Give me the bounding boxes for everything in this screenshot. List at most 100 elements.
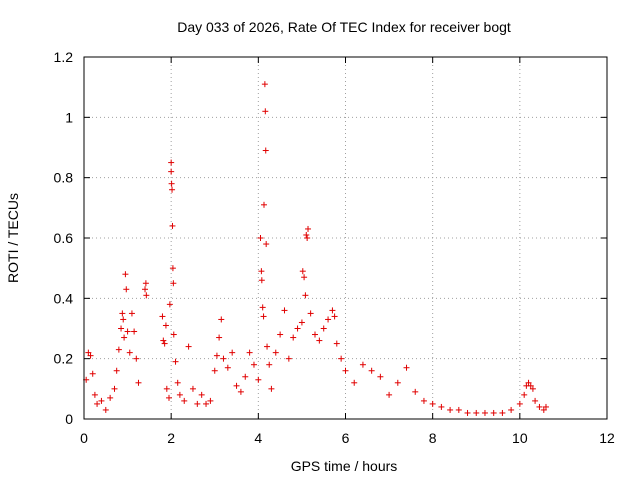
data-point	[260, 201, 267, 208]
data-point	[98, 397, 105, 404]
data-point	[168, 168, 175, 175]
data-point	[261, 81, 268, 88]
data-point	[527, 382, 534, 389]
data-point	[529, 385, 536, 392]
data-point	[237, 388, 244, 395]
data-point	[281, 307, 288, 314]
data-point	[516, 400, 523, 407]
data-point	[394, 379, 401, 386]
data-point	[473, 409, 480, 416]
data-point	[412, 388, 419, 395]
data-point	[120, 316, 127, 323]
data-point	[302, 292, 309, 299]
data-point	[189, 385, 196, 392]
data-point	[211, 367, 218, 374]
y-tick-label: 0	[65, 411, 73, 427]
data-point	[499, 409, 506, 416]
data-point	[481, 409, 488, 416]
data-point	[168, 180, 175, 187]
data-point	[290, 334, 297, 341]
data-point	[194, 400, 201, 407]
data-point	[229, 349, 236, 356]
data-point	[124, 328, 131, 335]
data-point	[115, 346, 122, 353]
data-point	[540, 406, 547, 413]
data-point	[121, 334, 128, 341]
data-point	[258, 277, 265, 284]
data-point	[107, 394, 114, 401]
data-point	[521, 391, 528, 398]
data-point	[224, 364, 231, 371]
data-point	[299, 268, 306, 275]
data-point	[257, 235, 264, 241]
data-point	[160, 337, 167, 344]
chart-title: Day 033 of 2026, Rate Of TEC Index for r…	[177, 19, 511, 35]
data-point	[203, 400, 210, 407]
data-point	[170, 331, 177, 338]
data-point	[301, 274, 308, 281]
data-point	[113, 367, 120, 374]
data-point	[305, 225, 312, 232]
data-point	[181, 397, 188, 404]
x-tick-label: 10	[512, 430, 528, 446]
data-point	[368, 367, 375, 374]
x-tick-label: 6	[342, 430, 350, 446]
data-point	[268, 385, 275, 392]
x-tick-label: 12	[599, 430, 615, 446]
y-tick-label: 1.2	[54, 49, 74, 65]
data-point	[142, 280, 149, 287]
data-point	[294, 325, 301, 332]
data-point	[262, 147, 269, 154]
data-point	[233, 382, 240, 389]
data-point	[85, 349, 92, 356]
data-point	[386, 391, 393, 398]
data-points	[83, 81, 549, 416]
data-point	[169, 222, 176, 229]
data-point	[142, 286, 149, 293]
x-tick-label: 4	[254, 430, 262, 446]
data-point	[133, 355, 140, 362]
data-point	[165, 394, 172, 401]
data-point	[111, 385, 118, 392]
plot-frame	[83, 56, 608, 420]
data-point	[420, 397, 427, 404]
x-tick-label: 0	[80, 430, 88, 446]
data-point	[377, 373, 384, 380]
y-tick-label: 0.8	[54, 170, 74, 186]
data-point	[255, 376, 262, 383]
data-point	[260, 313, 267, 320]
data-point	[169, 186, 176, 193]
data-point	[135, 379, 142, 386]
data-point	[536, 403, 543, 410]
data-point	[242, 373, 249, 380]
data-point	[91, 391, 98, 398]
data-point	[126, 349, 133, 356]
data-point	[525, 379, 532, 386]
data-point	[102, 406, 109, 413]
data-point	[172, 358, 179, 365]
data-point	[123, 286, 130, 293]
data-point	[169, 265, 176, 272]
data-point	[532, 397, 539, 404]
data-point	[259, 304, 266, 311]
data-point	[170, 280, 177, 287]
data-point	[438, 403, 445, 410]
data-point	[307, 310, 314, 317]
data-point	[122, 271, 129, 278]
data-point	[285, 355, 292, 362]
x-tick-label: 8	[429, 430, 437, 446]
data-point	[266, 361, 273, 368]
data-point	[304, 235, 311, 241]
data-point	[174, 379, 181, 386]
data-point	[298, 319, 305, 326]
data-point	[263, 241, 270, 248]
data-point	[166, 301, 173, 308]
y-tick-label: 0.4	[54, 290, 74, 306]
data-point	[176, 391, 183, 398]
data-point	[316, 337, 323, 344]
data-point	[168, 159, 175, 166]
data-point	[359, 361, 366, 368]
y-tick-label: 0.6	[54, 230, 74, 246]
